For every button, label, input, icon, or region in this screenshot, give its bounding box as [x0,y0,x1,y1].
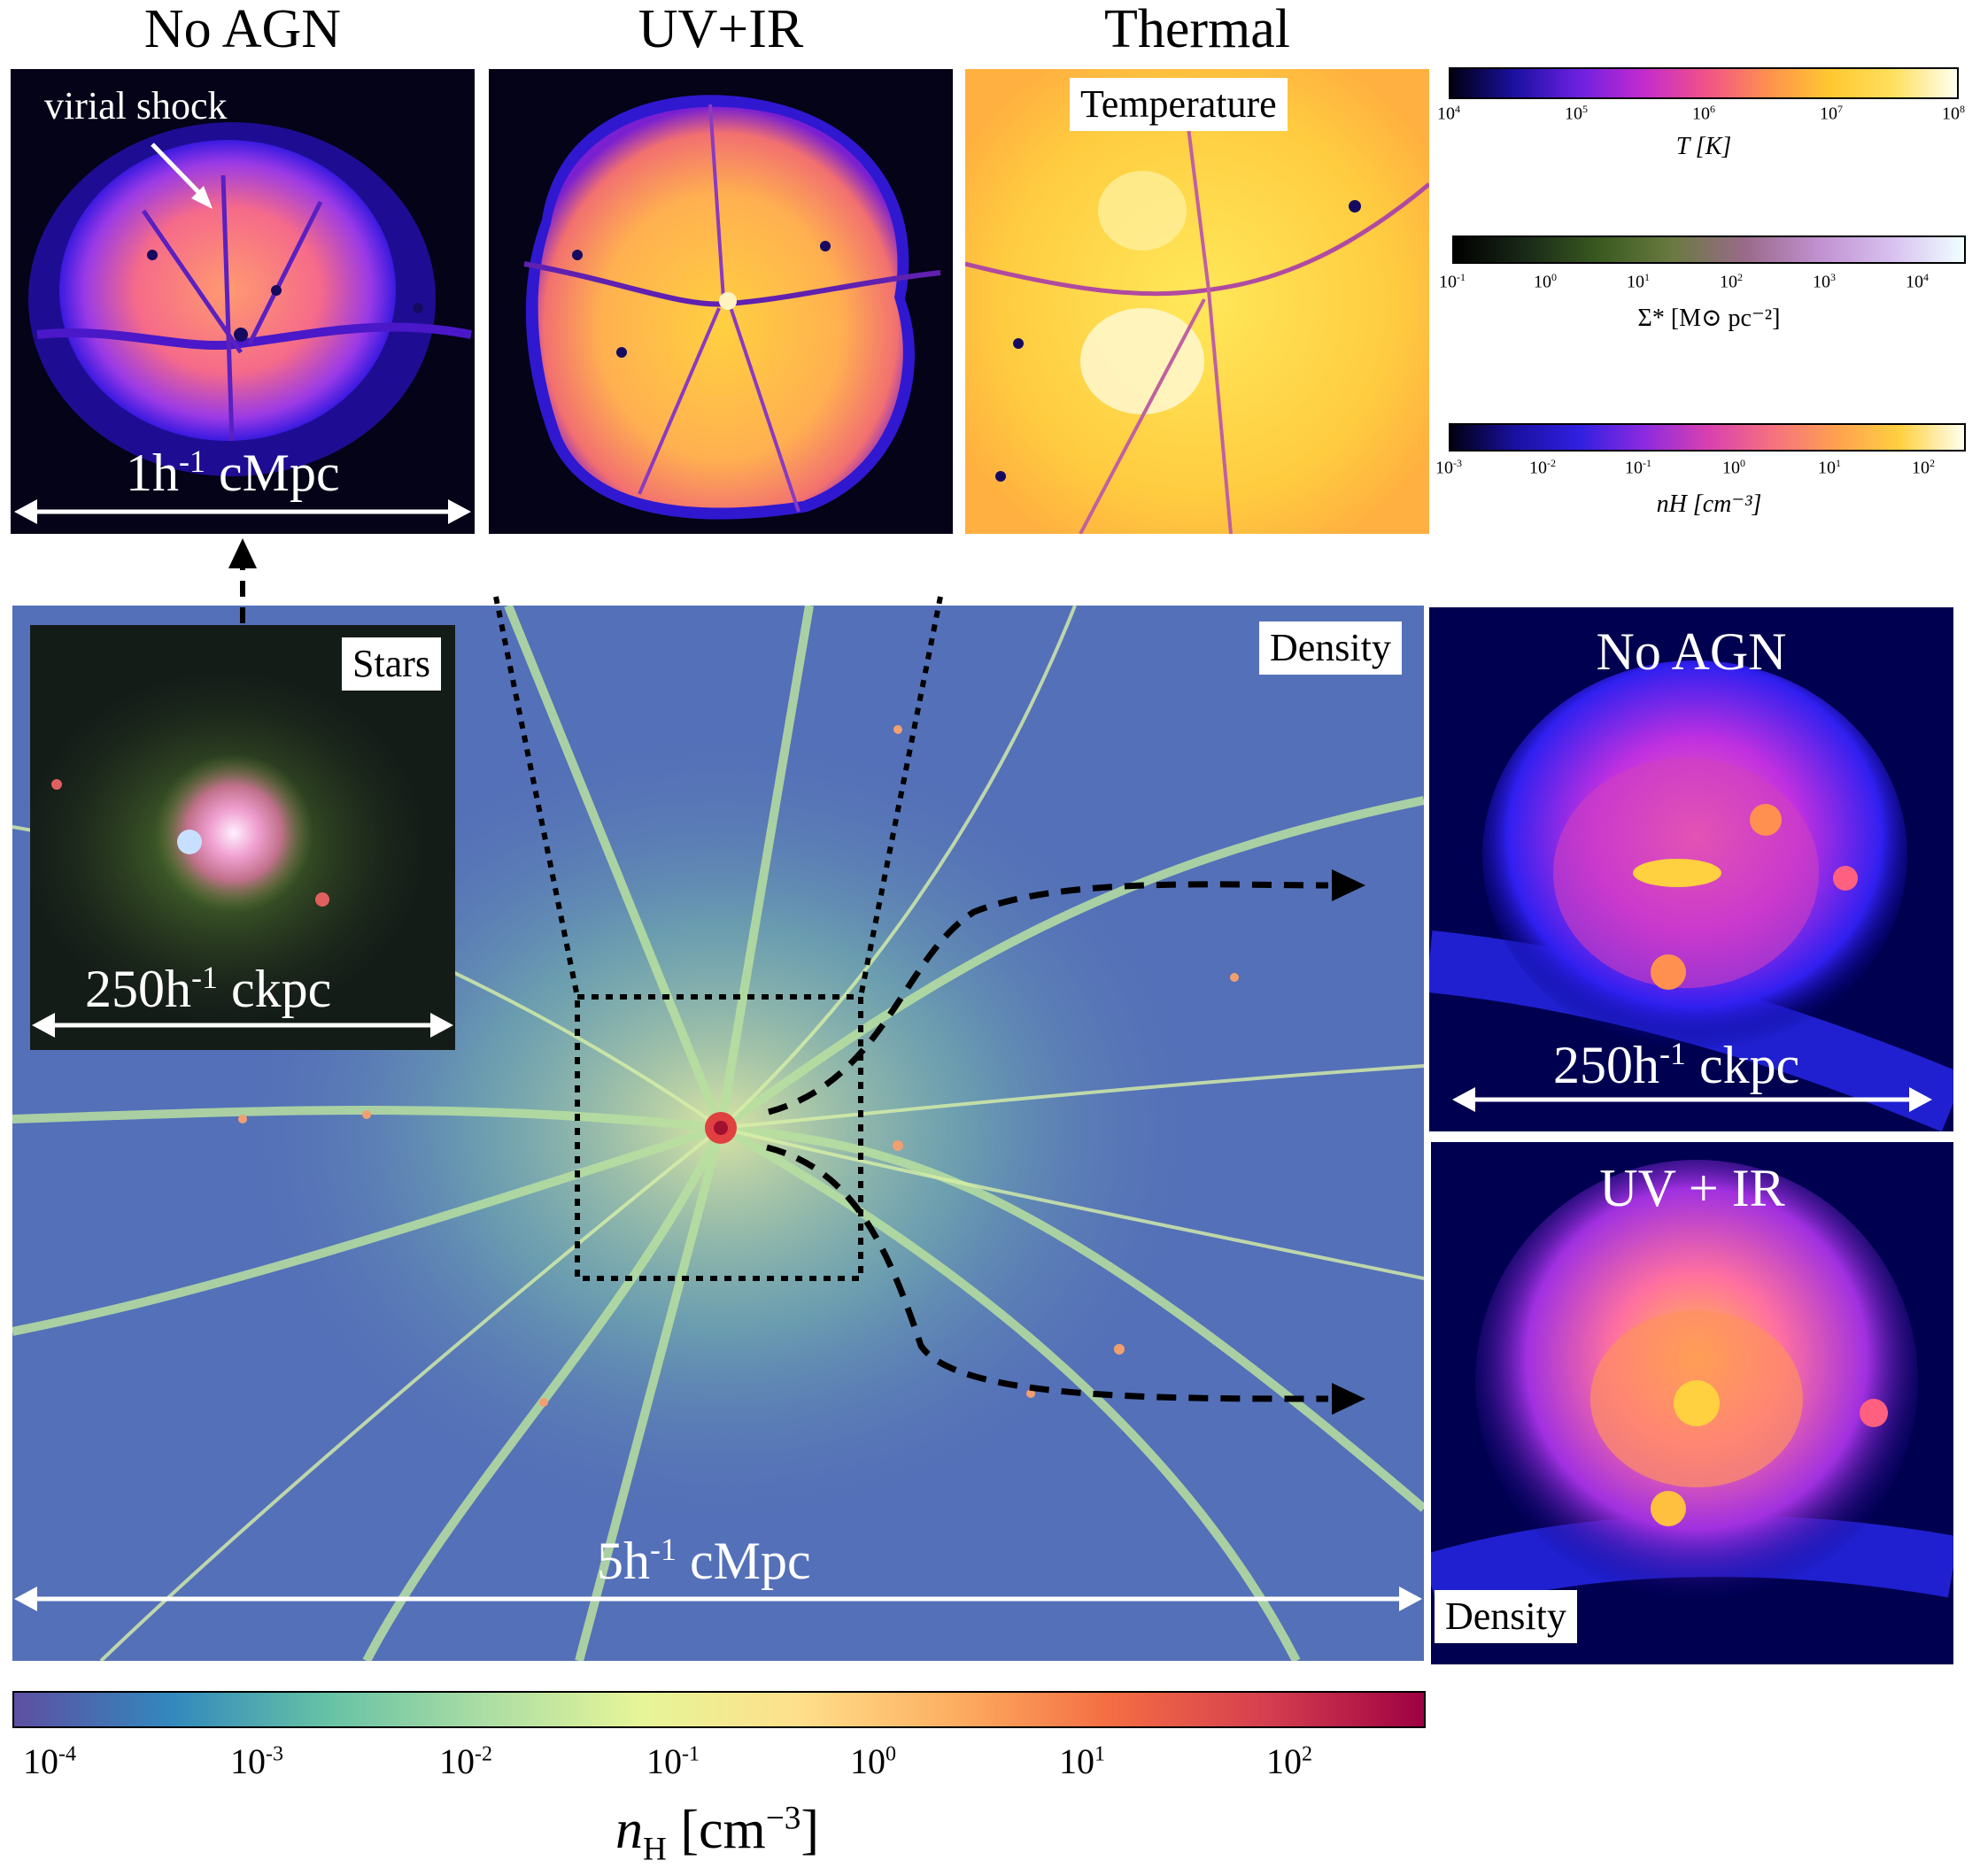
panel-temperature-uv-ir [489,69,953,534]
temperature-label: Temperature [1070,78,1288,131]
colorbar-temperature-label: T [K] [1675,133,1732,160]
right-bottom-title: UV + IR [1599,1159,1785,1217]
main-scale-label: 5h-1 cMpc [597,1532,811,1590]
top-scale-arrow [14,499,471,524]
panel-density-uv-ir-zoom: UV + IR Density [1431,1142,1953,1664]
panel-temperature-no-agn: virial shock 1h-1 cMpc [11,69,475,534]
virial-shock-annotation: virial shock [44,84,228,127]
panel-stars-inset: Stars 250h-1 ckpc [30,625,455,1050]
density-label-right: Density [1435,1590,1577,1643]
colorbar-temperature [1449,67,1959,99]
virial-shock-arrow [151,143,213,209]
right-scale-arrow [1452,1087,1932,1112]
panel-temperature-thermal: Temperature [965,69,1429,534]
right-top-title: No AGN [1596,622,1787,681]
title-thermal: Thermal [1103,0,1290,59]
inset-scale-label: 250h-1 ckpc [85,960,332,1018]
colorbar-density-main-label: nH [cm−3] [615,1800,819,1868]
title-no-agn: No AGN [143,0,342,59]
right-scale-label: 250h-1 ckpc [1553,1036,1800,1094]
inset-scale-arrow [32,1013,453,1038]
panel-density-no-agn-zoom: No AGN 250h-1 ckpc [1429,607,1953,1131]
title-uv-ir: UV+IR [638,0,804,59]
colorbar-density-small [1449,423,1966,452]
colorbar-density-small-label: nH [cm⁻³] [1656,490,1762,518]
colorbar-stellar-surface-density-label: Σ* [M⊙ pc⁻²] [1637,305,1781,332]
colorbar-density-main [12,1691,1426,1728]
colorbar-stellar-surface-density [1452,235,1966,264]
stars-label: Stars [342,637,441,691]
panel-density-large-scale: Density 5h-1 cMpc [12,606,1424,1661]
density-label-main: Density [1259,621,1402,675]
top-scale-label: 1h-1 cMpc [126,444,340,502]
main-scale-arrow [14,1586,1422,1611]
